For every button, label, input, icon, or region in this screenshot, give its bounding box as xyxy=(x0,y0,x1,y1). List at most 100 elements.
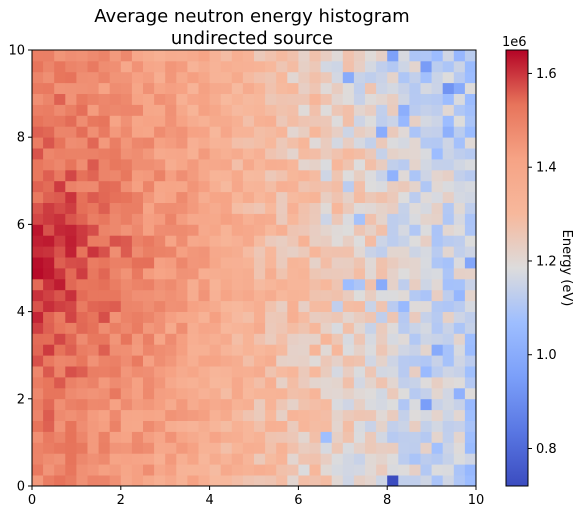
heatmap-cell xyxy=(442,180,455,193)
heatmap-cell xyxy=(342,202,355,214)
heatmap-cell xyxy=(254,268,266,280)
heatmap-cell xyxy=(398,202,410,214)
heatmap-cell xyxy=(431,235,444,247)
heatmap-cell xyxy=(165,126,177,138)
heatmap-cell xyxy=(398,355,410,367)
heatmap-cell xyxy=(320,257,333,269)
heatmap-cell xyxy=(87,60,99,73)
heatmap-cell xyxy=(231,104,244,116)
heatmap-cell xyxy=(276,311,288,323)
heatmap-cell xyxy=(43,137,55,149)
heatmap-cell xyxy=(198,115,210,127)
heatmap-cell xyxy=(231,366,244,378)
heatmap-cell xyxy=(87,93,99,105)
heatmap-cell xyxy=(120,475,133,487)
heatmap-cell xyxy=(109,300,122,312)
heatmap-cell xyxy=(220,464,233,476)
heatmap-cell xyxy=(198,50,210,62)
heatmap-cell xyxy=(242,180,255,193)
heatmap-cell xyxy=(398,409,410,421)
heatmap-cell xyxy=(464,311,477,323)
heatmap-cell xyxy=(287,93,299,105)
heatmap-cell xyxy=(120,409,133,421)
heatmap-cell xyxy=(65,268,77,280)
heatmap-cell xyxy=(43,268,55,280)
heatmap-cell xyxy=(365,268,377,280)
heatmap-cell xyxy=(220,50,233,62)
heatmap-cell xyxy=(353,191,366,203)
heatmap-cell xyxy=(220,60,233,73)
heatmap-cell xyxy=(342,268,355,280)
heatmap-cell xyxy=(176,268,188,280)
heatmap-cell xyxy=(231,137,244,149)
heatmap-cell xyxy=(120,387,133,400)
heatmap-cell xyxy=(442,278,455,291)
heatmap-cell xyxy=(54,453,66,465)
heatmap-cell xyxy=(254,246,266,258)
heatmap-cell xyxy=(420,300,432,312)
heatmap-cell xyxy=(453,377,466,389)
heatmap-cell xyxy=(43,377,55,389)
heatmap-cell xyxy=(442,387,455,400)
heatmap-cell xyxy=(187,60,199,73)
heatmap-cell xyxy=(398,431,410,443)
heatmap-cell xyxy=(387,366,399,378)
heatmap-cell xyxy=(98,104,111,116)
heatmap-cell xyxy=(453,246,466,258)
heatmap-cell xyxy=(143,202,155,214)
heatmap-cell xyxy=(431,82,444,94)
heatmap-cell xyxy=(143,50,155,62)
heatmap-cell xyxy=(65,126,77,138)
heatmap-cell xyxy=(176,420,188,432)
heatmap-cell xyxy=(154,355,166,367)
heatmap-cell xyxy=(265,93,277,105)
heatmap-cell xyxy=(431,442,444,454)
heatmap-cell xyxy=(420,257,432,269)
heatmap-cell xyxy=(220,169,233,182)
heatmap-cell xyxy=(176,191,188,203)
heatmap-cell xyxy=(87,137,99,149)
heatmap-cell xyxy=(209,409,222,421)
heatmap-cell xyxy=(165,355,177,367)
heatmap-cell xyxy=(320,191,333,203)
heatmap-cell xyxy=(231,126,244,138)
heatmap-cell xyxy=(154,169,166,182)
heatmap-cell xyxy=(442,93,455,105)
heatmap-cell xyxy=(254,104,266,116)
heatmap-cell xyxy=(43,355,55,367)
heatmap-cell xyxy=(342,71,355,84)
heatmap-cell xyxy=(376,377,388,389)
heatmap-cell xyxy=(254,333,266,345)
heatmap-cell xyxy=(165,300,177,312)
heatmap-cell xyxy=(309,475,321,487)
heatmap-cell xyxy=(65,257,77,269)
heatmap-cell xyxy=(276,475,288,487)
heatmap-cell xyxy=(287,377,299,389)
heatmap-cell xyxy=(353,387,366,400)
heatmap-cell xyxy=(176,235,188,247)
heatmap-cell xyxy=(154,93,166,105)
heatmap-cell xyxy=(198,71,210,84)
heatmap-cell xyxy=(442,355,455,367)
x-tick-label: 0 xyxy=(28,493,36,508)
heatmap-cell xyxy=(342,115,355,127)
heatmap-cell xyxy=(154,366,166,378)
heatmap-cell xyxy=(331,115,344,127)
heatmap-cell xyxy=(254,82,266,94)
heatmap-cell xyxy=(342,300,355,312)
heatmap-cell xyxy=(254,257,266,269)
heatmap-cell xyxy=(165,322,177,334)
heatmap-cell xyxy=(120,115,133,127)
heatmap-cell xyxy=(409,442,421,454)
heatmap-cell xyxy=(242,93,255,105)
heatmap-cell xyxy=(376,333,388,345)
heatmap-cell xyxy=(298,311,310,323)
heatmap-cell xyxy=(409,82,421,94)
heatmap-cell xyxy=(420,278,432,291)
heatmap-cell xyxy=(209,71,222,84)
heatmap-cell xyxy=(287,159,299,171)
heatmap-cell xyxy=(187,224,199,236)
heatmap-cell xyxy=(342,224,355,236)
heatmap-cell xyxy=(32,420,44,432)
heatmap-cell xyxy=(176,311,188,323)
